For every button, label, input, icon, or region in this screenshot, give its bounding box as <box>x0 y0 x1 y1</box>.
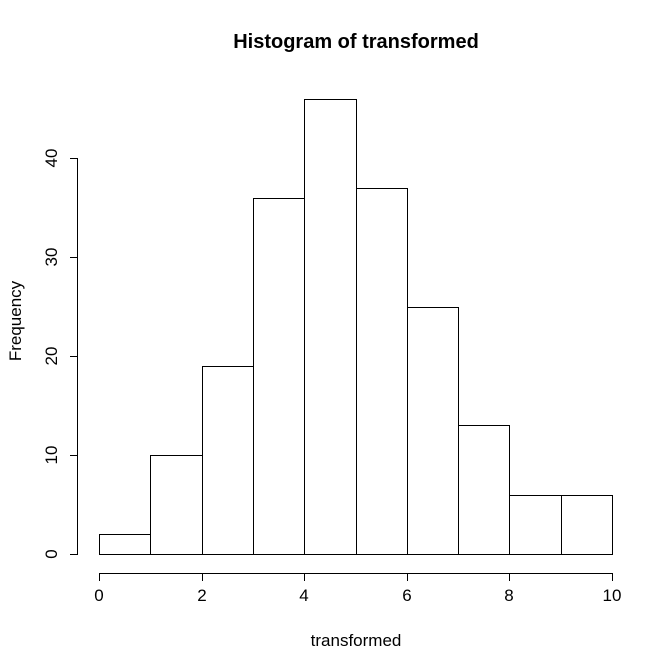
y-tick <box>70 554 78 555</box>
x-tick <box>304 573 305 581</box>
y-tick <box>70 158 78 159</box>
y-axis-label: Frequency <box>6 280 25 362</box>
y-tick <box>70 455 78 456</box>
y-tick-label: 30 <box>42 247 61 267</box>
histogram-bar <box>407 307 459 555</box>
x-tick <box>509 573 510 581</box>
x-tick-label: 4 <box>299 586 309 605</box>
x-tick-label: 8 <box>504 586 514 605</box>
chart-title: Histogram of transformed <box>233 31 479 53</box>
y-tick <box>70 257 78 258</box>
histogram-bar <box>253 198 305 555</box>
histogram-bar <box>202 366 254 555</box>
histogram-bar <box>304 99 357 555</box>
x-tick-label: 10 <box>602 586 622 605</box>
y-tick <box>70 356 78 357</box>
histogram-bar <box>509 495 562 555</box>
y-tick-label: 10 <box>42 445 61 465</box>
x-tick <box>99 573 100 581</box>
x-tick <box>612 573 613 581</box>
histogram-bar <box>458 425 510 555</box>
x-axis-line <box>99 573 613 574</box>
histogram-bar <box>99 534 151 555</box>
x-axis-label: transformed <box>310 631 402 650</box>
x-tick-label: 6 <box>402 586 412 605</box>
x-tick <box>202 573 203 581</box>
histogram-bar <box>150 455 203 555</box>
x-tick-label: 0 <box>94 586 104 605</box>
x-tick <box>407 573 408 581</box>
y-tick-label: 20 <box>42 346 61 366</box>
y-tick-label: 0 <box>42 549 61 559</box>
x-tick-label: 2 <box>197 586 207 605</box>
histogram-bar <box>561 495 613 555</box>
histogram-bar <box>356 188 408 555</box>
y-tick-label: 40 <box>42 148 61 168</box>
